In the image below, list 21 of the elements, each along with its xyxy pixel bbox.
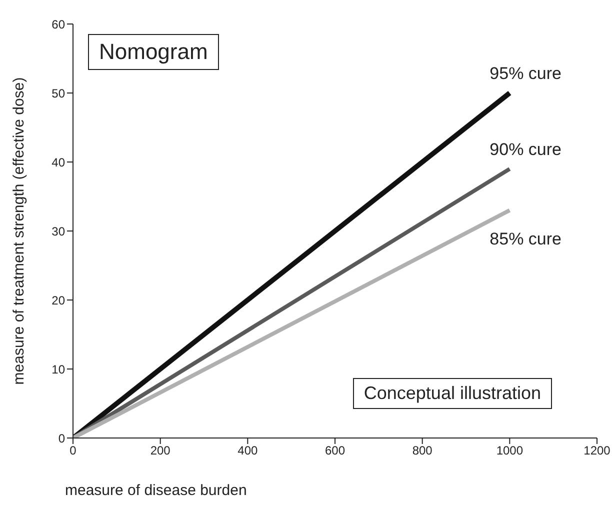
- y-tick-label: 10: [52, 362, 66, 376]
- y-tick-label: 20: [52, 293, 66, 308]
- x-tick-label: 1200: [584, 444, 611, 458]
- x-axis-title: measure of disease burden: [65, 482, 247, 499]
- y-axis-title: measure of treatment strength (effective dose): [10, 77, 28, 385]
- x-tick-label: 0: [70, 444, 77, 458]
- y-tick-label: 0: [58, 431, 66, 446]
- y-tick-label: 50: [52, 86, 66, 100]
- x-tick-label: 800: [412, 444, 433, 458]
- y-tick-label: 60: [52, 17, 66, 32]
- y-tick-label: 40: [52, 155, 66, 170]
- annotation: Conceptual illustration: [352, 378, 552, 409]
- series-label: 90% cure: [490, 140, 562, 159]
- x-tick-label: 1000: [496, 444, 524, 458]
- y-tick-label: 30: [52, 224, 66, 238]
- series-label: 85% cure: [490, 229, 562, 248]
- x-tick-label: 400: [238, 444, 258, 458]
- x-tick-label: 600: [324, 444, 346, 458]
- series-label: 95% cure: [490, 64, 562, 83]
- annotation: Nomogram: [88, 34, 219, 70]
- x-tick-label: 200: [150, 444, 171, 458]
